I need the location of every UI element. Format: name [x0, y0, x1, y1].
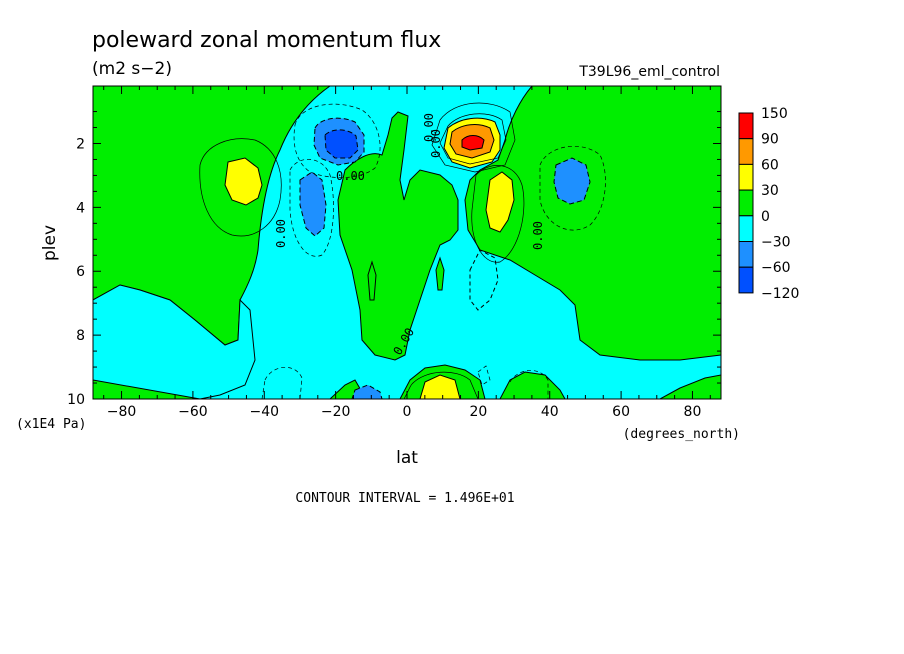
contour-label: 0.00: [274, 219, 288, 248]
contour-label: 0.00: [422, 113, 436, 142]
legend-swatch: [738, 241, 754, 268]
y-tick-label: 4: [76, 200, 85, 216]
legend-swatch: [738, 215, 754, 243]
x-tick-label: 80: [684, 404, 702, 420]
legend-swatch: [738, 138, 754, 165]
legend-swatch: [738, 189, 754, 217]
positive-max-fill: [461, 135, 485, 151]
y-axis-label: plev: [40, 225, 60, 261]
run-label: T39L96_eml_control: [578, 64, 720, 80]
x-tick-label: 40: [541, 404, 559, 420]
positive-region-fill: [93, 86, 721, 399]
legend-level-label: 90: [761, 132, 779, 148]
legend-level-label: −60: [761, 260, 791, 276]
legend-level-label: 0: [761, 209, 770, 225]
x-tick-label: 20: [469, 404, 487, 420]
negative-strong-fill: [324, 129, 359, 159]
negative-contours: [261, 103, 606, 399]
x-tick-label: −20: [321, 404, 351, 420]
x-tick-label: −80: [107, 404, 137, 420]
x-axis: −80 −60 −40 −20 0 20 40 60 80: [103, 86, 711, 420]
legend-swatch: [738, 163, 754, 191]
legend-level-label: 30: [761, 183, 779, 199]
y-tick-label: 10: [67, 392, 85, 408]
y-axis: 2 4 6 8 10: [67, 111, 721, 408]
y-tick-label: 8: [76, 328, 85, 344]
contour-interval: CONTOUR INTERVAL = 1.496E+01: [295, 491, 514, 506]
contour-label: 0.00: [531, 221, 545, 250]
chart-title: poleward zonal momentum flux: [92, 28, 441, 53]
y-tick-label: 6: [76, 264, 85, 280]
positive-contours: [199, 102, 525, 399]
contour-label: 0.00: [429, 129, 443, 158]
color-legend: 150 90 60 30 0 −30 −60 −120: [738, 106, 799, 302]
x-tick-label: −40: [249, 404, 279, 420]
x-axis-units: (degrees_north): [623, 427, 740, 442]
legend-swatch: [738, 266, 754, 294]
legend-level-label: 150: [761, 106, 788, 122]
legend-level-label: 60: [761, 157, 779, 173]
chart-units: (m2 s−2): [92, 59, 172, 79]
y-tick-label: 2: [76, 136, 85, 152]
legend-swatch: [738, 112, 754, 140]
x-axis-label: lat: [396, 448, 418, 468]
contour-label: 0.00: [336, 169, 365, 183]
plot-area: [93, 86, 721, 399]
legend-level-label: −120: [761, 286, 799, 302]
y-axis-units: (x1E4 Pa): [16, 417, 86, 432]
x-tick-label: −60: [178, 404, 208, 420]
legend-level-label: −30: [761, 235, 791, 251]
x-tick-label: 0: [403, 404, 412, 420]
negative-region-fill: [93, 249, 499, 399]
x-tick-label: 60: [612, 404, 630, 420]
